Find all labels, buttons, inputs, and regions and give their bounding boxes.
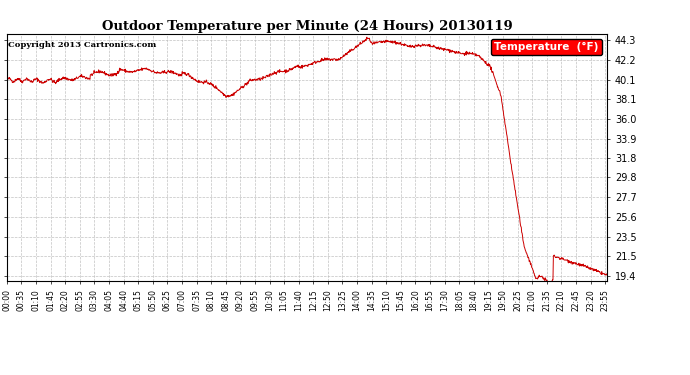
Title: Outdoor Temperature per Minute (24 Hours) 20130119: Outdoor Temperature per Minute (24 Hours… <box>101 20 513 33</box>
Legend: Temperature  (°F): Temperature (°F) <box>491 39 602 55</box>
Text: Copyright 2013 Cartronics.com: Copyright 2013 Cartronics.com <box>8 41 157 49</box>
